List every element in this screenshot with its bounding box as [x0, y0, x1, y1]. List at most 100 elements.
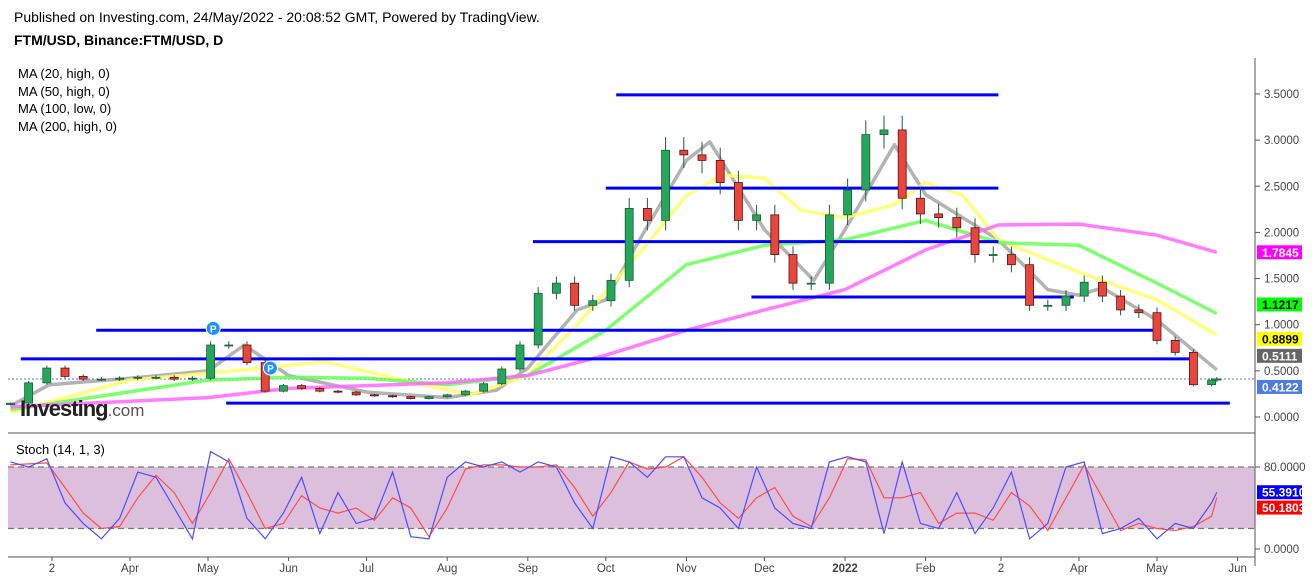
candle-up — [206, 344, 216, 379]
candle-down — [388, 395, 398, 398]
candle-up — [533, 292, 543, 346]
logo-suffix: .com — [107, 401, 145, 420]
candle-down — [897, 129, 907, 199]
badge-stoch-k: 55.3910 — [1262, 486, 1306, 500]
stoch-legend[interactable]: Stoch (14, 1, 3) — [16, 442, 105, 457]
ma-line-ma200[interactable] — [10, 222, 1218, 409]
candle-up — [515, 344, 525, 370]
time-tick-label: Oct — [597, 563, 616, 575]
badge-ma200-bg — [1257, 245, 1302, 260]
pivot-label: P — [210, 324, 217, 335]
candle-up — [1212, 378, 1222, 381]
candle-down — [570, 282, 579, 306]
candle-down — [1007, 254, 1016, 266]
time-tick-label: Sep — [518, 563, 538, 575]
time-tick-label: 2022 — [832, 563, 858, 575]
symbol-title: FTM/USD, Binance:FTM/USD, D — [14, 32, 224, 48]
ma-legend: MA (20, high, 0) MA (50, high, 0) MA (10… — [18, 65, 117, 135]
legend-ma20[interactable]: MA (20, high, 0) — [18, 66, 110, 81]
price-tick-label: 0.5000 — [1264, 366, 1299, 378]
candle-down — [952, 217, 962, 229]
candle-down — [970, 227, 980, 255]
badge-ma50-bg — [1257, 331, 1302, 346]
candle-down — [315, 387, 325, 392]
candle-down — [916, 197, 925, 215]
candle-down — [934, 213, 943, 219]
candle-up — [97, 378, 106, 381]
candle-down — [78, 375, 88, 380]
time-tick-label: Aug — [437, 563, 457, 575]
candle-up — [806, 282, 816, 285]
candle-up — [988, 254, 998, 256]
investing-logo: Investing.com — [20, 396, 144, 422]
candle-down — [169, 376, 179, 380]
badge-stoch-d-bg — [1257, 500, 1302, 515]
time-tick-label: Jun — [1228, 563, 1247, 575]
candle-up — [424, 396, 434, 399]
candle-down — [643, 208, 652, 221]
legend-ma50[interactable]: MA (50, high, 0) — [18, 83, 110, 99]
candle-down — [1098, 281, 1107, 297]
stoch-band — [8, 467, 1255, 529]
candle-up — [497, 368, 507, 385]
published-info: Published on Investing.com, 24/May/2022 … — [14, 9, 540, 25]
stoch-d-line[interactable] — [10, 456, 1218, 538]
candle-up — [1207, 379, 1216, 386]
candle-down — [697, 154, 707, 161]
badge-ma50: 0.8899 — [1262, 332, 1299, 346]
badge-ma100-bg — [1257, 297, 1302, 312]
candle-up — [1043, 304, 1053, 307]
candle-up — [661, 149, 670, 221]
price-tick-label: 1.5000 — [1264, 274, 1299, 286]
candle-up — [460, 390, 470, 396]
ma-line-ma100[interactable] — [10, 218, 1218, 412]
badge-stoch-d: 50.1803 — [1262, 501, 1306, 515]
candle-down — [60, 367, 70, 377]
candle-up — [442, 394, 452, 398]
candle-up — [115, 377, 124, 380]
badge-ma20: 0.5111 — [1262, 349, 1298, 363]
candle-down — [1170, 339, 1180, 353]
price-tick-label: 3.0000 — [1264, 135, 1299, 147]
pivot-marker[interactable] — [205, 320, 221, 336]
candle-down — [333, 390, 343, 393]
legend-ma100[interactable]: MA (100, low, 0) — [18, 101, 112, 116]
candle-down — [1152, 312, 1162, 341]
legend-ma200[interactable]: MA (200, high, 0) — [18, 118, 117, 134]
pivot-label: P — [267, 364, 274, 375]
time-tick-label: Jul — [359, 563, 374, 575]
badge-last-price: 0.4122 — [1262, 380, 1299, 394]
candle-up — [843, 189, 852, 216]
price-tick-label: 1.0000 — [1264, 320, 1299, 332]
price-tick-label: 2.5000 — [1264, 181, 1299, 193]
candle-up — [224, 344, 234, 347]
ma-line-ma20[interactable] — [9, 140, 1218, 408]
stoch-tick-label: 0.0000 — [1264, 544, 1299, 556]
candle-down — [351, 391, 361, 396]
candle-up — [42, 367, 52, 384]
stoch-tick-label: 80.0000 — [1264, 462, 1306, 474]
candle-up — [278, 385, 288, 392]
candle-up — [588, 300, 598, 306]
candle-down — [1116, 295, 1125, 311]
candle-down — [406, 396, 416, 399]
candle-up — [624, 208, 634, 281]
badge-last-price-bg — [1257, 379, 1302, 394]
candle-down — [1134, 309, 1144, 314]
candle-down — [679, 149, 689, 156]
candle-up — [861, 134, 871, 191]
candle-up — [1079, 281, 1089, 297]
candle-down — [715, 160, 725, 183]
time-tick-label: 2 — [49, 563, 55, 575]
candle-up — [606, 279, 616, 302]
pivot-marker[interactable] — [262, 360, 278, 376]
candle-down — [770, 214, 780, 255]
candle-up — [825, 214, 834, 284]
candle-up — [24, 382, 34, 404]
candle-up — [479, 383, 489, 392]
candle-down — [1189, 351, 1198, 386]
stoch-k-line[interactable] — [10, 450, 1218, 541]
candle-down — [260, 362, 270, 392]
candle-down — [734, 182, 743, 221]
